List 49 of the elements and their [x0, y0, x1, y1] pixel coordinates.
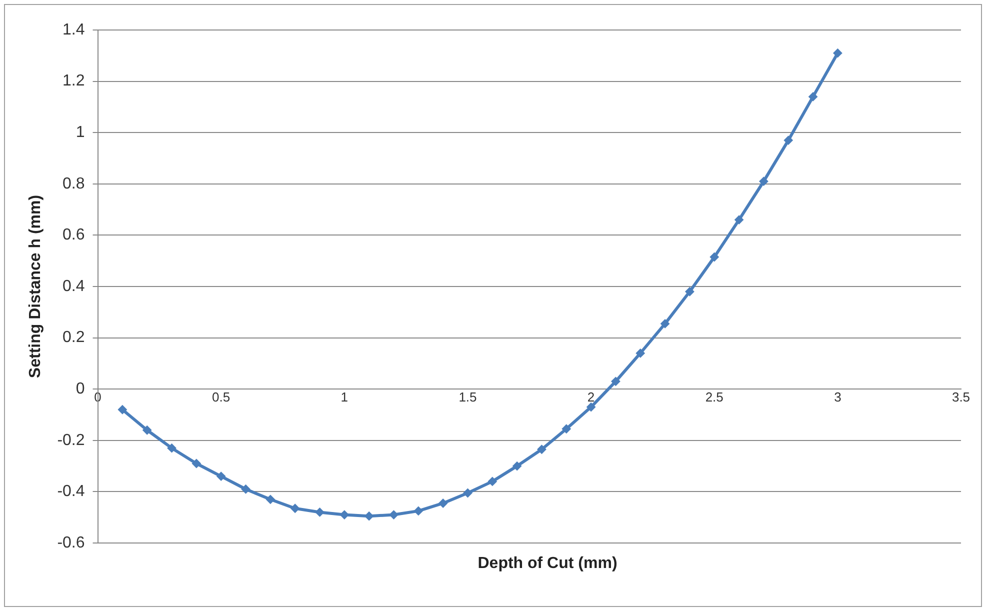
point	[734, 215, 744, 224]
y-tick-label: 0.8	[62, 175, 85, 192]
y-tick-label: 0.6	[62, 226, 85, 244]
point	[611, 376, 620, 386]
point	[290, 504, 300, 513]
x-tick-label: 1	[340, 389, 348, 404]
x-tick-label: 2	[587, 389, 595, 404]
point	[414, 506, 423, 516]
point	[192, 458, 201, 468]
point	[636, 348, 645, 358]
point	[142, 426, 152, 435]
point	[586, 402, 596, 412]
point	[784, 136, 793, 145]
point	[463, 488, 472, 498]
y-tick-label: -0.6	[57, 534, 85, 552]
point	[685, 287, 694, 296]
y-tick-label: -0.2	[57, 432, 85, 449]
point	[364, 512, 374, 521]
y-tick-label: 1.4	[62, 21, 85, 38]
point	[512, 462, 522, 471]
point	[241, 484, 250, 494]
point	[438, 498, 448, 508]
point	[537, 444, 546, 454]
point	[710, 252, 719, 262]
point	[833, 48, 842, 58]
y-tick-label: 1.2	[62, 72, 85, 90]
y-tick-label: 1	[76, 124, 85, 142]
x-tick-label: 1.5	[458, 389, 477, 404]
point	[389, 510, 398, 520]
x-tick-label: 3.5	[952, 389, 970, 404]
y-tick-label: 0.4	[62, 278, 85, 295]
x-tick-label: 3	[834, 389, 842, 404]
point	[488, 476, 497, 486]
point	[759, 176, 768, 186]
point	[266, 494, 275, 504]
point	[808, 92, 818, 102]
x-tick-label: 0.5	[212, 389, 230, 404]
x-axis-title: Depth of Cut (mm)	[476, 555, 618, 573]
y-tick-label: 0.2	[62, 329, 85, 346]
point	[562, 424, 571, 434]
point	[315, 508, 324, 517]
point	[216, 472, 226, 481]
point	[660, 319, 670, 328]
point	[340, 510, 349, 520]
point	[167, 444, 176, 453]
point	[118, 405, 127, 414]
y-axis-title: Setting Distance h (mm)	[27, 194, 44, 378]
y-tick-label: -0.4	[57, 483, 85, 500]
x-tick-label: 2.5	[705, 389, 724, 404]
